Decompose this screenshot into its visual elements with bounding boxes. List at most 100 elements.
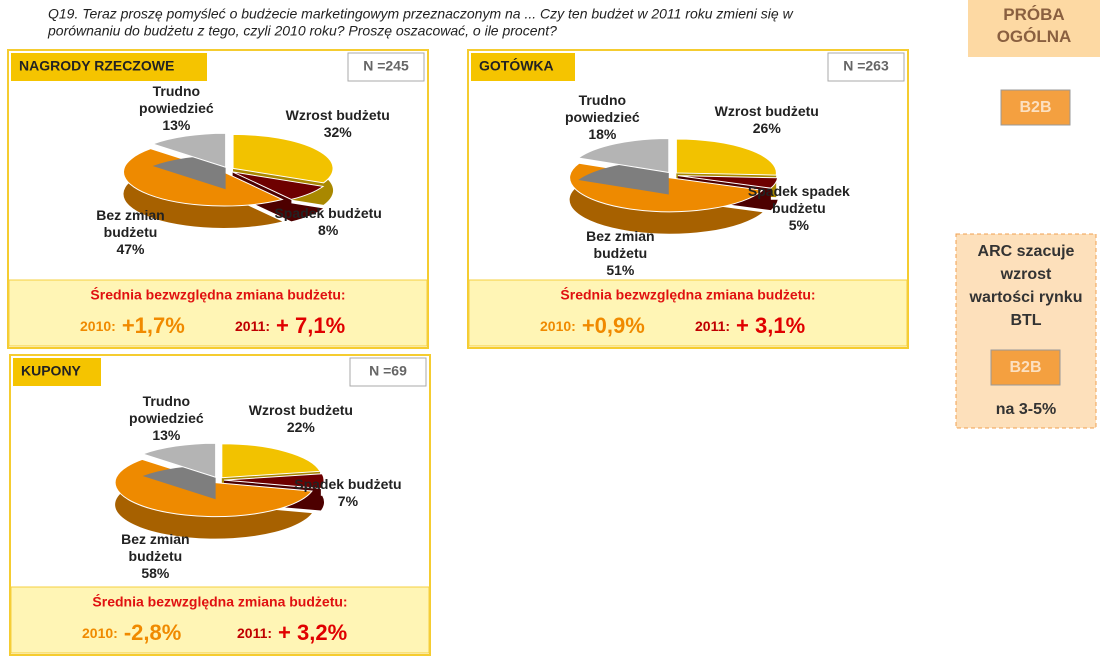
n-box bbox=[347, 52, 425, 82]
value-label: 5% bbox=[788, 217, 809, 234]
summary-value: -2,8% bbox=[124, 620, 181, 645]
slice-group bbox=[151, 132, 227, 190]
pie-slice bbox=[232, 171, 325, 200]
summary-label: Średnia bezwzględna zmiana budżetu: bbox=[90, 286, 345, 303]
summary-item: 2011: + 3,1% bbox=[695, 313, 805, 338]
value-label: 51% bbox=[606, 262, 635, 279]
value-label: 7% bbox=[337, 493, 359, 510]
pie-slice bbox=[677, 175, 779, 189]
slice-group bbox=[577, 137, 670, 195]
summary-item: 2010: -2,8% bbox=[82, 620, 181, 645]
panel-title: KUPONY bbox=[21, 363, 82, 379]
pie-slice bbox=[141, 442, 217, 478]
pie-slice bbox=[151, 132, 227, 168]
category-label: Trudno powiedzieć bbox=[129, 392, 204, 426]
category-label: Trudno powiedzieć bbox=[139, 82, 214, 116]
summary-value: + 3,2% bbox=[278, 620, 347, 645]
category-label: Bez zmian budżetu bbox=[96, 206, 165, 240]
slice-label: Spadek budżetu 8% bbox=[268, 205, 388, 239]
slice-label: Bez zmian budżetu 58% bbox=[95, 531, 215, 582]
category-label: Bez zmian budżetu bbox=[121, 530, 190, 564]
category-label: Trudno powiedzieć bbox=[564, 92, 640, 126]
category-label: Spadek budżetu bbox=[274, 205, 382, 222]
slice-label: Trudno powiedzieć 13% bbox=[116, 83, 236, 134]
summary-box bbox=[468, 279, 908, 347]
slice-label: Bez zmian budżetu 47% bbox=[70, 207, 190, 258]
summary-year: 2010: bbox=[80, 318, 116, 334]
segment-label: B2B bbox=[1019, 99, 1051, 116]
summary-box bbox=[10, 586, 430, 654]
tab bbox=[471, 53, 575, 81]
panel-title: NAGRODY RZECZOWE bbox=[19, 58, 174, 74]
summary-value: + 3,1% bbox=[736, 313, 805, 338]
summary-year: 2011: bbox=[237, 625, 272, 641]
pie-slice bbox=[221, 443, 321, 479]
summary-year: 2011: bbox=[695, 318, 730, 334]
sample-label: PRÓBA OGÓLNA bbox=[996, 5, 1072, 46]
note-text: ARC szacuje wzrost wartości rynku BTL bbox=[969, 243, 1083, 329]
note-range: na 3-5% bbox=[996, 401, 1056, 418]
sample-box bbox=[968, 0, 1100, 57]
value-label: 58% bbox=[141, 564, 170, 581]
slice-group bbox=[232, 171, 325, 222]
panel-title: GOTÓWKA bbox=[479, 57, 554, 74]
summary-item: 2011: + 3,2% bbox=[237, 620, 347, 645]
category-label: Spadek spadek budżetu bbox=[747, 183, 850, 217]
question-line: Q19. Teraz proszę pomyśleć o budżecie ma… bbox=[48, 6, 794, 22]
summary-year: 2011: bbox=[235, 318, 270, 334]
slice-label: Spadek spadek budżetu 5% bbox=[739, 183, 859, 234]
slice-label: Spadek budżetu 7% bbox=[288, 476, 408, 510]
pie-slice bbox=[232, 133, 334, 184]
tab bbox=[13, 358, 101, 386]
slice-label: Trudno powiedzieć 18% bbox=[542, 92, 662, 143]
value-label: 26% bbox=[752, 119, 781, 136]
pie-slice bbox=[577, 137, 670, 174]
value-label: 8% bbox=[318, 222, 339, 239]
pie-slice bbox=[223, 473, 325, 490]
summary-year: 2010: bbox=[540, 318, 576, 334]
summary-label: Średnia bezwzględna zmiana budżetu: bbox=[92, 593, 347, 610]
category-label: Spadek budżetu bbox=[294, 476, 402, 493]
summary-item: 2011: + 7,1% bbox=[235, 313, 345, 338]
question-line: porównaniu do budżetu z tego, czyli 2010… bbox=[47, 23, 557, 39]
value-label: 47% bbox=[116, 240, 145, 257]
slice-label: Wzrost budżetu 26% bbox=[707, 103, 827, 137]
n-box bbox=[827, 52, 905, 82]
summary-item: 2010: +1,7% bbox=[80, 313, 185, 338]
tab bbox=[11, 53, 207, 81]
summary-value: +1,7% bbox=[122, 313, 185, 338]
n-label: N =245 bbox=[363, 58, 409, 74]
summary-year: 2010: bbox=[82, 625, 118, 641]
segment-label: B2B bbox=[1009, 359, 1041, 376]
value-label: 22% bbox=[286, 419, 315, 436]
segment-box bbox=[990, 349, 1061, 386]
segment-box bbox=[1000, 89, 1071, 126]
n-label: N =69 bbox=[369, 363, 407, 379]
slice-label: Trudno powiedzieć 13% bbox=[106, 393, 226, 444]
value-label: 32% bbox=[323, 124, 352, 141]
value-label: 18% bbox=[588, 126, 617, 143]
note-fo: ARC szacuje wzrost wartości rynku BTL bbox=[969, 243, 1083, 329]
summary-item: 2010: +0,9% bbox=[540, 313, 645, 338]
category-label: Wzrost budżetu bbox=[714, 102, 819, 119]
value-label: 13% bbox=[152, 426, 181, 443]
category-label: Wzrost budżetu bbox=[285, 107, 390, 124]
category-label: Bez zmian budżetu bbox=[586, 228, 655, 262]
slice-label: Bez zmian budżetu 51% bbox=[560, 228, 680, 279]
summary-box bbox=[8, 279, 428, 347]
sample-fo: PRÓBA OGÓLNA bbox=[996, 5, 1072, 46]
